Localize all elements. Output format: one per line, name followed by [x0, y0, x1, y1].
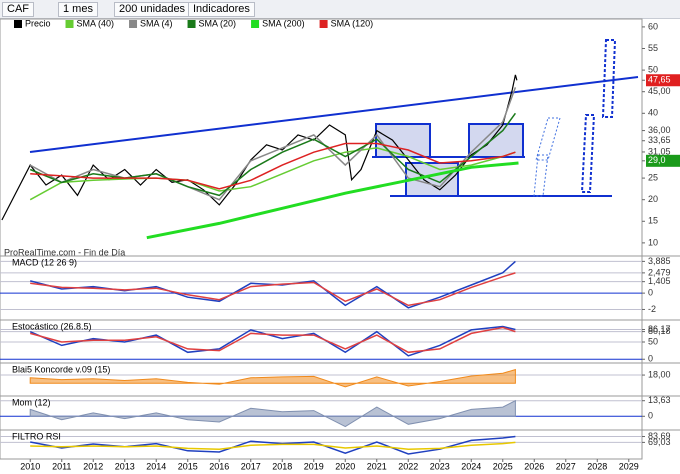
legend-swatch: [65, 20, 74, 28]
x-tick-label: 2022: [398, 461, 418, 471]
period-select[interactable]: 1 mes: [58, 2, 98, 17]
price-label-bg: [646, 74, 680, 87]
legend-label: SMA (120): [331, 18, 374, 28]
projection: [601, 39, 617, 118]
x-tick-label: 2015: [178, 461, 198, 471]
x-tick-label: 2029: [619, 461, 639, 471]
y-tick-label: 0: [648, 354, 653, 364]
y-tick-label: 29,0: [648, 155, 666, 165]
range-box: [375, 123, 431, 158]
y-tick-label: 31,05: [648, 146, 671, 156]
y-tick-label: 13,63: [648, 395, 671, 405]
y-tick-label: 20: [648, 194, 658, 204]
panel-title: FILTRO RSI: [12, 431, 61, 441]
y-tick-label: 60: [648, 21, 658, 31]
series-line: [30, 441, 516, 450]
x-tick-label: 2026: [524, 461, 544, 471]
x-tick-label: 2024: [461, 461, 481, 471]
panel-title: Estocástico (26.8.5): [12, 321, 92, 331]
area: [29, 368, 516, 388]
legend-swatch: [129, 20, 138, 28]
legend-label: SMA (200): [262, 18, 305, 28]
symbol-select[interactable]: CAF: [2, 2, 34, 17]
y-tick-label: 50: [648, 336, 658, 346]
plot-frame: [0, 18, 643, 460]
x-tick-label: 2018: [272, 461, 292, 471]
y-tick-label: 1,405: [648, 276, 671, 286]
panel-title: Blai5 Koncorde v.09 (15): [12, 364, 110, 374]
series-line: [30, 142, 516, 190]
x-tick-label: 2020: [335, 461, 355, 471]
price-label-bg: [646, 154, 680, 167]
x-tick-label: 2027: [556, 461, 576, 471]
projection: [535, 117, 561, 161]
legend-swatch: [187, 20, 196, 28]
x-tick-label: 2016: [209, 461, 229, 471]
legend-swatch: [251, 20, 260, 28]
y-tick-label: 69,03: [648, 437, 671, 447]
legend-label: SMA (40): [77, 18, 115, 28]
legend-label: SMA (4): [140, 18, 173, 28]
y-tick-label: 47,65: [648, 75, 671, 85]
legend-label: SMA (20): [199, 18, 237, 28]
watermark: ProRealTime.com - Fin de Día: [4, 247, 125, 257]
y-tick-label: 18,00: [648, 369, 671, 379]
y-tick-label: 25: [648, 172, 658, 182]
y-tick-label: 86,17: [648, 324, 671, 334]
series-line: [146, 161, 519, 240]
series-line: [30, 272, 516, 307]
y-tick-label: 36,00: [648, 125, 671, 135]
y-tick-label: 0: [648, 411, 653, 421]
y-tick-label: 83,69: [648, 431, 671, 441]
toolbar: CAF 1 mes 200 unidades Indicadores: [0, 0, 680, 19]
y-tick-label: -2: [648, 304, 656, 314]
y-tick-label: 3,885: [648, 256, 671, 266]
legend-label: Precio: [25, 18, 51, 28]
x-tick-label: 2021: [367, 461, 387, 471]
x-tick-label: 2011: [52, 461, 71, 471]
indicators-button[interactable]: Indicadores: [188, 2, 255, 17]
x-tick-label: 2017: [241, 461, 261, 471]
series-line: [29, 87, 517, 201]
y-tick-label: 55: [648, 43, 658, 53]
y-tick-label: 0: [648, 288, 653, 298]
y-tick-label: 15: [648, 216, 658, 226]
legend-swatch: [319, 20, 328, 28]
y-tick-label: 2,479: [648, 267, 671, 277]
panel-title: Mom (12): [12, 397, 51, 407]
x-tick-label: 2014: [146, 461, 166, 471]
series-line: [30, 326, 516, 354]
legend-swatch: [14, 20, 22, 28]
projection: [580, 114, 596, 193]
series-line: [29, 112, 517, 197]
x-tick-label: 2028: [587, 461, 607, 471]
y-tick-label: 40: [648, 108, 658, 118]
y-tick-label: 33,65: [648, 135, 671, 145]
area: [29, 399, 516, 428]
series-line: [29, 147, 516, 201]
x-tick-label: 2023: [430, 461, 450, 471]
panel-title: MACD (12 26 9): [12, 257, 77, 267]
trend-line: [29, 76, 639, 153]
x-tick-label: 2019: [304, 461, 324, 471]
y-tick-label: 50: [648, 64, 658, 74]
x-tick-label: 2025: [493, 461, 513, 471]
y-tick-label: 80,18: [648, 326, 671, 336]
y-tick-label: 45,00: [648, 86, 671, 96]
x-tick-label: 2010: [20, 461, 40, 471]
x-tick-label: 2013: [115, 461, 135, 471]
y-tick-label: 10: [648, 237, 658, 247]
x-tick-label: 2012: [83, 461, 103, 471]
